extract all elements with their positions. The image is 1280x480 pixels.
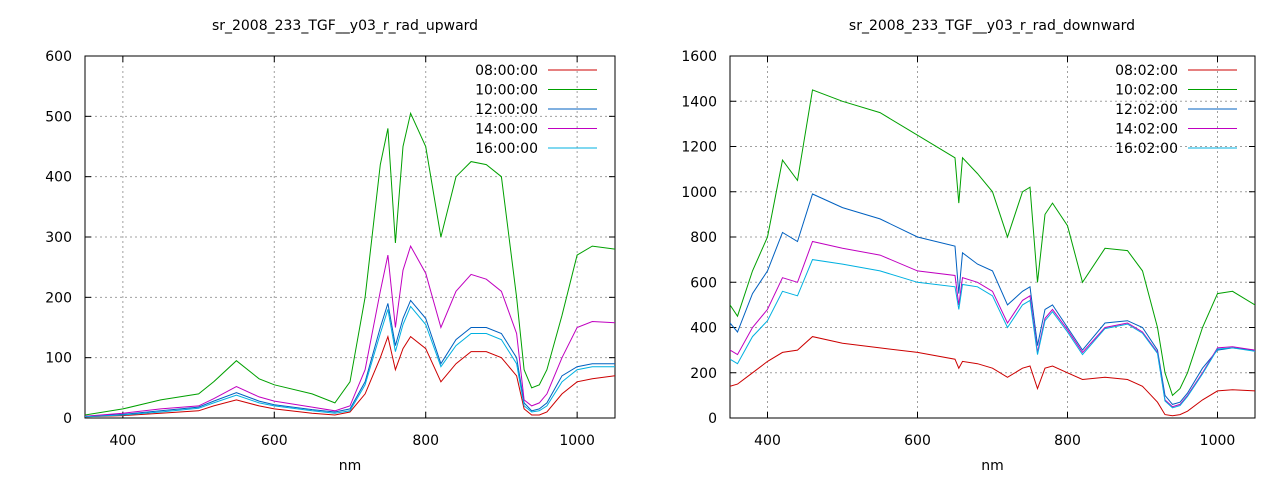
legend-label: 16:02:00	[1115, 141, 1178, 157]
legend-label: 14:00:00	[475, 122, 538, 138]
series-line-10-02-00	[730, 89, 1255, 397]
chart-title: sr_2008_233_TGF__y03_r_rad_upward	[212, 18, 478, 34]
series-line-16-02-00	[730, 259, 1255, 409]
chart-2: 400 600 800 1000 0 200 400 600 800 1000 1200 1400 16…	[681, 18, 1256, 474]
y-tick-label: 200	[45, 290, 72, 306]
y-tick-label: 1000	[681, 185, 717, 201]
x-tick-label: 600	[261, 433, 288, 449]
y-tick-label: 200	[690, 366, 717, 382]
legend-label: 12:00:00	[475, 102, 538, 118]
y-tick-label: 500	[45, 109, 72, 125]
x-tick-label: 600	[904, 433, 931, 449]
y-tick-label: 1200	[681, 140, 717, 156]
y-tick-label: 400	[690, 321, 717, 337]
y-tick-label: 100	[45, 351, 72, 367]
y-tick-label: 1600	[681, 49, 717, 65]
x-tick-label: 400	[109, 433, 136, 449]
series-line-08-00-00	[85, 334, 615, 418]
chart-1: 400 600 800 1000 0 100 200 300 400 500 600 sr_2008_…	[45, 18, 616, 474]
x-tick-label: 1000	[1200, 433, 1236, 449]
legend-label: 12:02:00	[1115, 102, 1178, 118]
y-tick-label: 600	[690, 275, 717, 291]
x-axis-label: nm	[339, 458, 362, 474]
series-line-16-00-00	[85, 305, 615, 418]
legend-label: 08:00:00	[475, 63, 538, 79]
x-tick-label: 800	[1054, 433, 1081, 449]
legend-label: 14:02:00	[1115, 122, 1178, 138]
x-axis-label: nm	[981, 458, 1004, 474]
legend-label: 10:00:00	[475, 83, 538, 99]
legend-label: 10:02:00	[1115, 83, 1178, 99]
legend-label: 08:02:00	[1115, 63, 1178, 79]
y-tick-label: 600	[45, 49, 72, 65]
y-tick-label: 0	[708, 411, 717, 427]
y-tick-label: 300	[45, 230, 72, 246]
series-line-10-00-00	[85, 111, 615, 416]
y-tick-label: 800	[690, 230, 717, 246]
y-tick-label: 1400	[681, 94, 717, 110]
series-line-08-02-00	[730, 336, 1255, 417]
x-tick-label: 800	[412, 433, 439, 449]
chart-title: sr_2008_233_TGF__y03_r_rad_downward	[849, 18, 1135, 34]
x-tick-label: 1000	[559, 433, 595, 449]
series-line-14-02-00	[730, 240, 1255, 408]
y-tick-label: 400	[45, 170, 72, 186]
y-tick-label: 0	[63, 411, 72, 427]
series-line-12-00-00	[85, 299, 615, 417]
legend-label: 16:00:00	[475, 141, 538, 157]
series-line-14-00-00	[85, 244, 615, 417]
x-tick-label: 400	[754, 433, 781, 449]
series-line-12-02-00	[730, 193, 1255, 405]
